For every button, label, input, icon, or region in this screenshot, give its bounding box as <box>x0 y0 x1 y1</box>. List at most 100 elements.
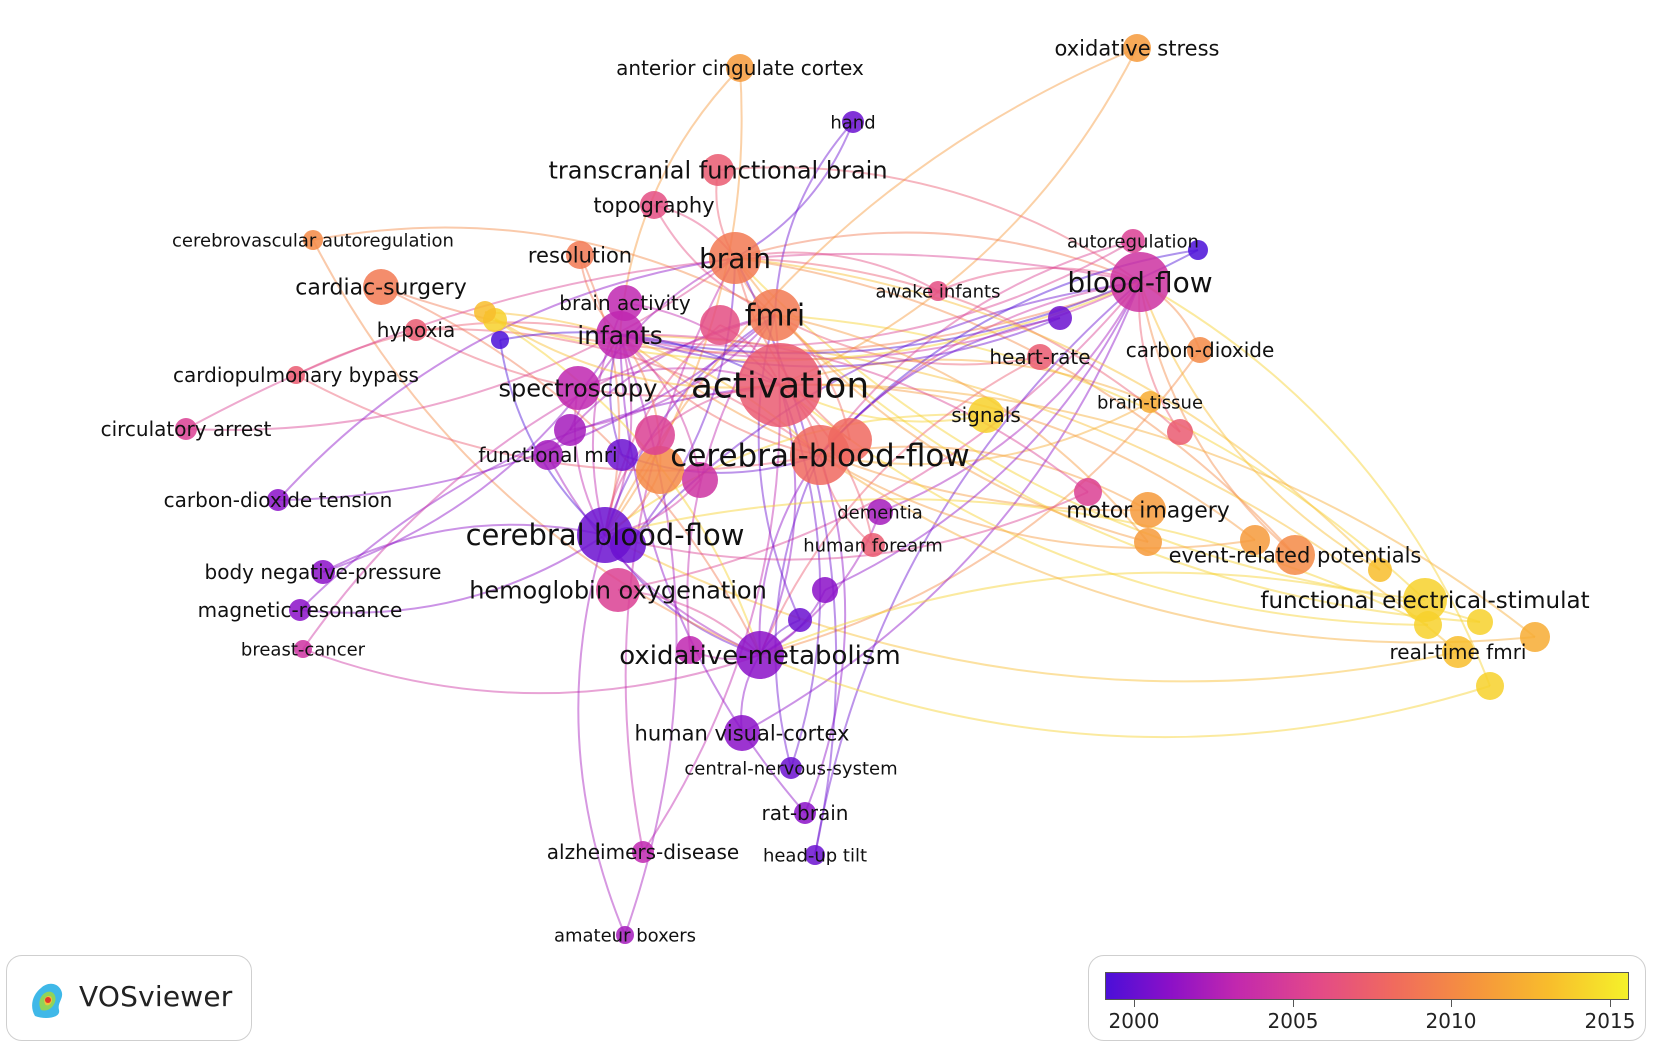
label-central-nervous-system: central-nervous-system <box>684 758 897 779</box>
node-unlabeled[interactable] <box>1048 306 1072 330</box>
node-brain[interactable] <box>709 232 761 284</box>
year-color-legend: 2000 2005 2010 2015 <box>1088 955 1646 1041</box>
node-heart-rate[interactable] <box>1027 344 1053 370</box>
node-anterior-cingulate-cortex[interactable] <box>726 54 754 82</box>
label-anterior-cingulate-cortex: anterior cingulate cortex <box>616 56 864 80</box>
label-human-visual-cortex: human visual-cortex <box>635 721 850 745</box>
node-unlabeled[interactable] <box>700 305 740 345</box>
label-hand: hand <box>830 112 875 133</box>
label-cerebral-blood-flow: cerebral blood-flow <box>466 518 745 552</box>
node-unlabeled[interactable] <box>1520 622 1550 652</box>
node-unlabeled[interactable] <box>1368 558 1392 582</box>
node-body-negative-pressure[interactable] <box>311 560 335 584</box>
label-alzheimers-disease: alzheimers-disease <box>547 840 739 864</box>
node-human-forearm[interactable] <box>861 533 885 557</box>
node-blood-flow[interactable] <box>1110 252 1170 312</box>
link <box>619 240 1134 348</box>
link <box>604 413 987 536</box>
node-unlabeled[interactable] <box>1240 525 1270 555</box>
link <box>741 281 1141 734</box>
node-real-time-fmri[interactable] <box>1442 636 1474 668</box>
label-transcranial-functional-brain: transcranial functional brain <box>548 156 887 184</box>
label-cerebrovascular-autoregulation: cerebrovascular autoregulation <box>172 230 454 251</box>
node-unlabeled[interactable] <box>491 331 509 349</box>
link <box>1139 281 1296 556</box>
node-circulatory-arrest[interactable] <box>175 418 197 440</box>
link <box>619 333 1089 493</box>
node-motor-imagery[interactable] <box>1130 492 1166 528</box>
label-functional-electrical-stimulat: functional electrical-stimulat <box>1260 588 1589 614</box>
node-cerebrovascular-autoregulation[interactable] <box>303 230 323 250</box>
node-resolution[interactable] <box>566 241 594 269</box>
node-unlabeled[interactable] <box>636 446 684 494</box>
node-amateur-boxers[interactable] <box>616 926 634 944</box>
node-functional-electrical-stimulat[interactable] <box>1403 578 1447 622</box>
node-carbon-dioxide[interactable] <box>1187 337 1213 363</box>
node-magnetic-resonance[interactable] <box>289 599 311 621</box>
link <box>277 257 736 501</box>
link <box>1139 281 1381 571</box>
link <box>627 257 736 546</box>
link <box>774 314 1041 366</box>
node-brain-tissue[interactable] <box>1139 391 1161 413</box>
label-autoregulation: autoregulation <box>1067 231 1199 252</box>
node-unlabeled[interactable] <box>1476 672 1504 700</box>
node-unlabeled[interactable] <box>676 636 704 664</box>
node-unlabeled[interactable] <box>635 415 675 455</box>
node-unlabeled[interactable] <box>554 414 586 446</box>
link <box>604 314 776 536</box>
node-unlabeled[interactable] <box>1134 528 1162 556</box>
node-hemoglobin-oxygenation[interactable] <box>596 568 640 612</box>
node-alzheimers-disease[interactable] <box>632 841 654 863</box>
link <box>604 534 1459 683</box>
node-hand[interactable] <box>842 111 864 133</box>
node-spectroscopy[interactable] <box>556 366 600 410</box>
link <box>819 240 1134 456</box>
node-carbon-dioxide-tension[interactable] <box>267 489 289 511</box>
node-oxidative-metabolism[interactable] <box>736 631 784 679</box>
node-brain-activity[interactable] <box>607 285 643 321</box>
node-unlabeled[interactable] <box>828 418 872 462</box>
node-breast-cancer[interactable] <box>294 640 312 658</box>
node-autoregulation[interactable] <box>1121 229 1145 253</box>
node-fmri[interactable] <box>749 289 801 341</box>
node-topography[interactable] <box>640 191 668 219</box>
node-oxidative-stress[interactable] <box>1123 34 1151 62</box>
link <box>619 334 1149 512</box>
node-unlabeled[interactable] <box>1167 419 1193 445</box>
node-event-related-potentials[interactable] <box>1275 535 1315 575</box>
link <box>824 281 1141 591</box>
label-infants: infants <box>577 321 663 350</box>
label-topography: topography <box>593 193 714 217</box>
node-human-visual-cortex[interactable] <box>724 715 760 751</box>
node-signals[interactable] <box>968 397 1004 433</box>
link <box>819 454 1536 644</box>
node-unlabeled[interactable] <box>474 301 496 323</box>
node-unlabeled[interactable] <box>1074 478 1102 506</box>
label-awake-infants: awake infants <box>876 281 1001 302</box>
node-head-up-tilt[interactable] <box>805 845 825 865</box>
node-dementia[interactable] <box>867 499 893 525</box>
node-unlabeled[interactable] <box>682 462 718 498</box>
node-cardiopulmonary-bypass[interactable] <box>287 366 305 384</box>
node-rat-brain[interactable] <box>794 802 816 824</box>
link <box>547 454 761 656</box>
node-infants[interactable] <box>596 311 644 359</box>
node-cardiac-surgery[interactable] <box>363 269 399 305</box>
link <box>604 334 633 536</box>
node-central-nervous-system[interactable] <box>780 757 802 779</box>
node-unlabeled[interactable] <box>1414 611 1442 639</box>
node-transcranial-functional-brain[interactable] <box>702 154 734 186</box>
node-unlabeled[interactable] <box>788 608 812 632</box>
node-functional-mri[interactable] <box>533 440 563 470</box>
node-awake-infants[interactable] <box>928 281 948 301</box>
node-unlabeled[interactable] <box>610 527 646 563</box>
label-brain: brain <box>699 242 771 275</box>
node-unlabeled[interactable] <box>1467 609 1493 635</box>
node-activation[interactable] <box>738 343 822 427</box>
node-unlabeled[interactable] <box>1188 240 1208 260</box>
node-hypoxia[interactable] <box>405 319 427 341</box>
label-carbon-dioxide: carbon-dioxide <box>1126 338 1275 362</box>
node-unlabeled[interactable] <box>606 439 638 471</box>
node-unlabeled[interactable] <box>812 577 838 603</box>
